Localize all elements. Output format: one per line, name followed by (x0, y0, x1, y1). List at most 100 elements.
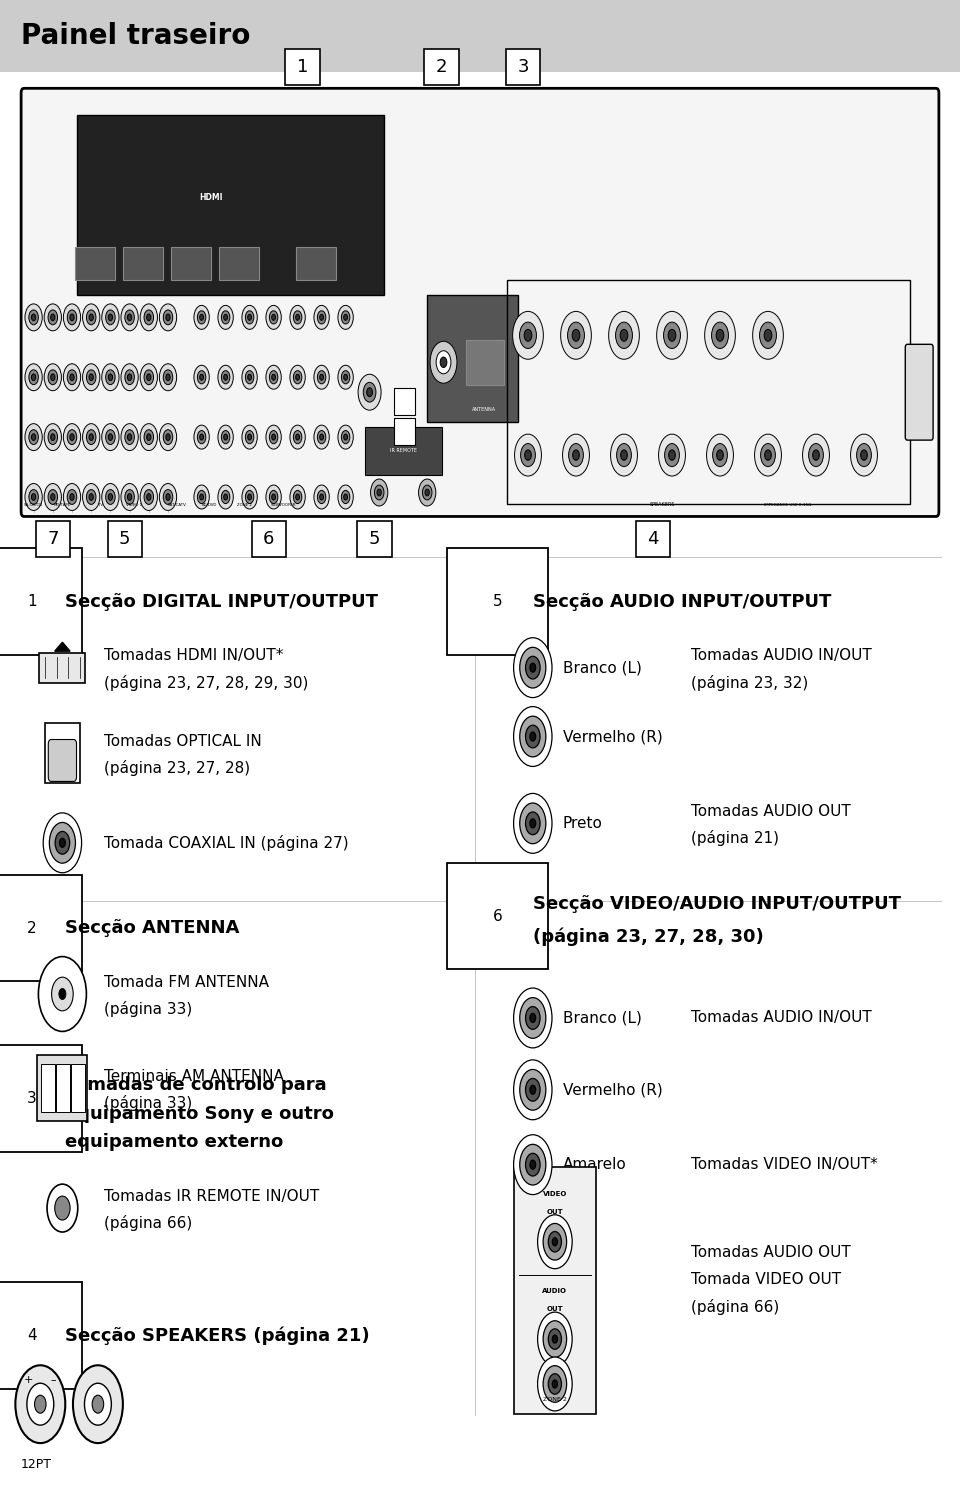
FancyBboxPatch shape (296, 247, 336, 280)
Circle shape (609, 311, 639, 359)
Circle shape (25, 484, 42, 510)
Text: SUBWOOFER: SUBWOOFER (271, 503, 296, 507)
Circle shape (147, 374, 151, 380)
Circle shape (440, 356, 447, 367)
Circle shape (198, 371, 205, 383)
Circle shape (851, 434, 877, 476)
Circle shape (83, 364, 100, 391)
Circle shape (102, 424, 119, 451)
Circle shape (224, 374, 228, 380)
Circle shape (159, 484, 177, 510)
Text: Tomadas OPTICAL IN: Tomadas OPTICAL IN (104, 734, 261, 748)
Circle shape (525, 1153, 540, 1177)
Circle shape (342, 371, 349, 383)
Circle shape (92, 1395, 104, 1413)
FancyBboxPatch shape (357, 521, 392, 557)
Text: 12PT: 12PT (21, 1458, 52, 1470)
Circle shape (200, 434, 204, 440)
Text: OUT: OUT (546, 1305, 564, 1313)
Circle shape (294, 491, 301, 503)
Text: VIDEO: VIDEO (542, 1190, 567, 1198)
Circle shape (29, 430, 38, 445)
Text: 2: 2 (436, 58, 447, 76)
Text: Secção SPEAKERS (página 21): Secção SPEAKERS (página 21) (65, 1326, 370, 1344)
Circle shape (49, 822, 76, 864)
Circle shape (524, 449, 532, 460)
Circle shape (716, 329, 724, 341)
Text: (página 23, 32): (página 23, 32) (691, 675, 808, 690)
Circle shape (663, 322, 681, 349)
Circle shape (342, 431, 349, 443)
Circle shape (338, 305, 353, 329)
Circle shape (51, 434, 55, 440)
Circle shape (344, 314, 348, 320)
Circle shape (194, 485, 209, 509)
Circle shape (808, 443, 824, 467)
Circle shape (270, 311, 277, 323)
Circle shape (163, 310, 173, 325)
Bar (0, 0, 960, 72)
Text: SPEAKERS: SPEAKERS (650, 503, 675, 507)
Circle shape (140, 364, 157, 391)
Circle shape (55, 831, 70, 855)
FancyBboxPatch shape (506, 49, 540, 85)
Circle shape (121, 304, 138, 331)
Text: 1: 1 (27, 594, 36, 609)
Text: 2: 2 (27, 921, 36, 936)
Circle shape (200, 314, 204, 320)
Circle shape (705, 311, 735, 359)
Text: IMPEDANCE USE 8-16Ω: IMPEDANCE USE 8-16Ω (763, 503, 811, 507)
Circle shape (543, 1223, 566, 1260)
Circle shape (32, 494, 36, 500)
Text: equipamento Sony e outro: equipamento Sony e outro (65, 1105, 334, 1123)
FancyBboxPatch shape (48, 740, 77, 781)
Circle shape (38, 957, 86, 1031)
Circle shape (514, 707, 552, 766)
Text: (página 21): (página 21) (691, 831, 780, 846)
Circle shape (84, 1383, 111, 1425)
Circle shape (514, 1060, 552, 1120)
Circle shape (47, 1184, 78, 1232)
Circle shape (290, 305, 305, 329)
Text: IR REMOTE: IR REMOTE (390, 448, 417, 454)
Circle shape (320, 374, 324, 380)
Circle shape (121, 424, 138, 451)
Circle shape (246, 491, 253, 503)
Circle shape (32, 314, 36, 320)
FancyBboxPatch shape (905, 344, 933, 440)
Text: (página 66): (página 66) (104, 1216, 192, 1231)
Circle shape (63, 304, 81, 331)
Circle shape (108, 374, 112, 380)
Circle shape (422, 485, 432, 500)
Text: Tomadas IR REMOTE IN/OUT: Tomadas IR REMOTE IN/OUT (104, 1189, 319, 1204)
Circle shape (25, 304, 42, 331)
Circle shape (344, 434, 348, 440)
Circle shape (371, 479, 388, 506)
Text: HDMI: HDMI (200, 193, 223, 202)
Circle shape (753, 311, 783, 359)
Circle shape (159, 304, 177, 331)
Circle shape (548, 1232, 562, 1251)
Circle shape (83, 304, 100, 331)
Text: Branco (L): Branco (L) (563, 1010, 641, 1025)
Circle shape (668, 449, 676, 460)
Circle shape (525, 1006, 540, 1030)
Circle shape (125, 490, 134, 504)
Circle shape (716, 449, 724, 460)
Circle shape (125, 430, 134, 445)
Bar (514, 1168, 595, 1413)
Circle shape (572, 329, 580, 341)
Circle shape (35, 1395, 46, 1413)
Circle shape (70, 314, 74, 320)
Circle shape (125, 310, 134, 325)
Circle shape (659, 434, 685, 476)
Text: Secção DIGITAL INPUT/OUTPUT: Secção DIGITAL INPUT/OUTPUT (65, 593, 378, 611)
Text: Tomadas HDMI IN/OUT*: Tomadas HDMI IN/OUT* (104, 648, 283, 663)
Circle shape (218, 485, 233, 509)
Text: Tomadas AUDIO OUT: Tomadas AUDIO OUT (691, 1246, 851, 1260)
Circle shape (44, 484, 61, 510)
Circle shape (759, 322, 777, 349)
Circle shape (514, 638, 552, 698)
Circle shape (86, 370, 96, 385)
Circle shape (222, 371, 229, 383)
